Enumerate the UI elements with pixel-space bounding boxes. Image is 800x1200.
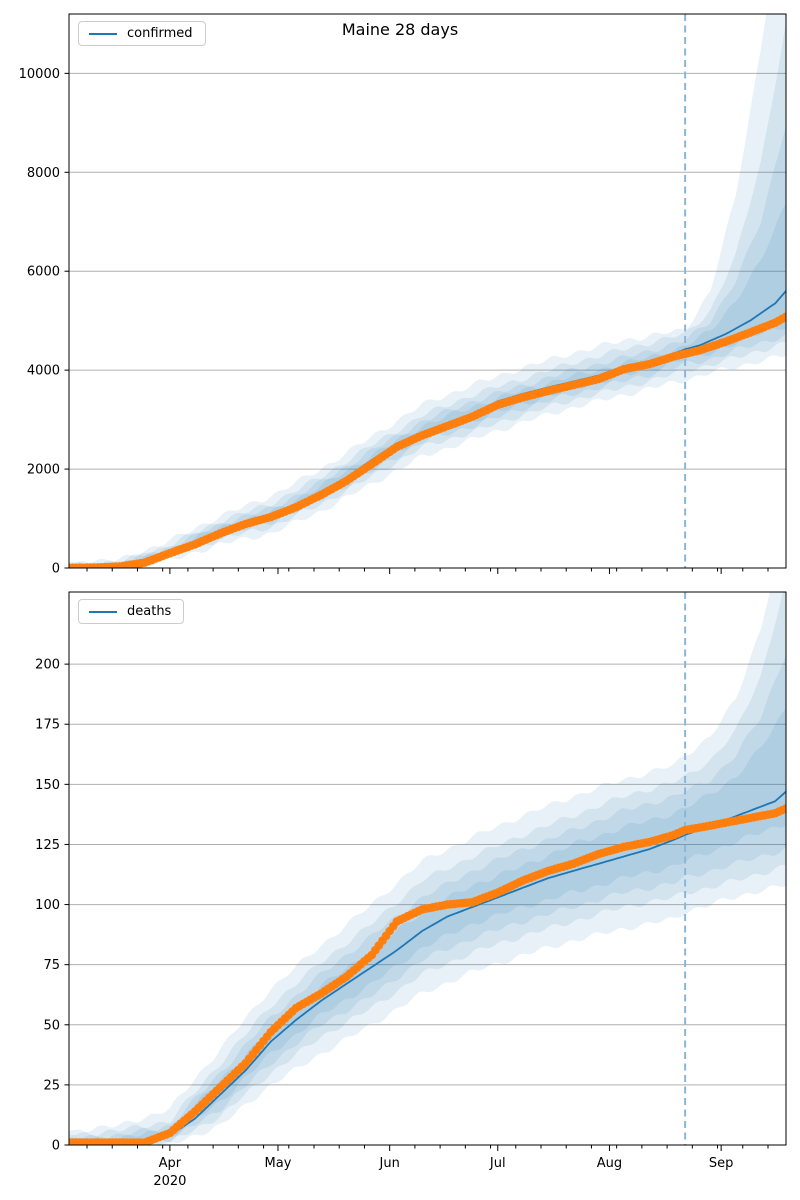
y-tick-label-10000: 10000 [19,67,60,82]
y-tick-label-0: 0 [52,562,60,577]
y-tick-label-2000: 2000 [27,463,60,478]
x-tick-label-apr: Apr [159,1156,182,1171]
y-tick-label-0: 0 [52,1139,60,1154]
x-tick-label-jun: Jun [379,1156,400,1171]
uncertainty-band-1 [69,708,786,1145]
uncertainty-band-2 [69,654,786,1145]
uncertainty-band-4 [69,592,786,1145]
y-tick-label-50: 50 [43,1018,60,1033]
observed-dot [781,312,786,321]
y-tick-label-4000: 4000 [27,364,60,379]
axes-frame [68,591,787,1146]
forecast-line-deaths [69,790,786,1145]
legend-deaths: deaths [78,599,185,624]
uncertainty-band-2 [69,125,786,568]
legend-label-deaths: deaths [127,604,172,619]
y-tick-label-6000: 6000 [27,265,60,280]
y-tick-label-75: 75 [43,958,60,973]
x-tick-year-label: 2020 [153,1174,186,1189]
observed-dot [781,804,786,813]
uncertainty-band-3 [69,21,786,568]
x-tick-label-may: May [265,1156,292,1171]
y-tick-label-175: 175 [35,718,60,733]
legend-label-confirmed: confirmed [127,26,193,41]
legend-confirmed: confirmed [78,21,206,46]
uncertainty-band-1 [69,203,786,568]
x-tick-label-aug: Aug [597,1156,622,1171]
x-tick-label-sep: Sep [709,1156,734,1171]
y-tick-label-8000: 8000 [27,166,60,181]
axes-frame [68,13,787,569]
y-tick-label-100: 100 [35,898,60,913]
figure-title: Maine 28 days [341,20,459,39]
legend-line-sample-deaths-icon [89,610,117,613]
y-tick-label-150: 150 [35,778,60,793]
y-tick-label-25: 25 [43,1078,60,1093]
uncertainty-band-3 [69,592,786,1145]
y-tick-label-200: 200 [35,658,60,673]
uncertainty-band-4 [69,14,786,568]
y-tick-label-125: 125 [35,838,60,853]
legend-line-sample-confirmed-icon [89,32,117,35]
x-tick-label-jul: Jul [489,1156,506,1171]
